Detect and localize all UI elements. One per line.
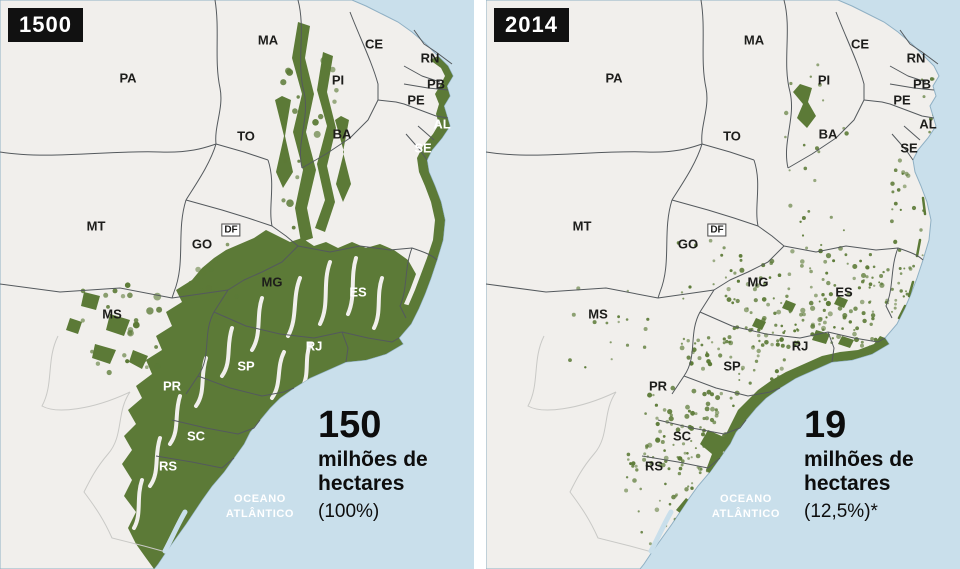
brazil-map-1500: [0, 0, 474, 569]
stat-value: 150: [318, 404, 382, 446]
ocean-label: OCEANO ATLÂNTICO: [210, 492, 310, 523]
stat-unit-line2: hectares: [804, 472, 891, 496]
stat-unit-line1: milhões de: [318, 447, 428, 471]
forest-cover-1500: [64, 20, 453, 569]
stat-percent: (12,5%)*: [804, 501, 878, 523]
ocean-label-line2: ATLÂNTICO: [711, 508, 781, 521]
year-badge: 1500: [8, 8, 83, 42]
stat-block-2014: 19 milhões de hectares (12,5%)*: [804, 406, 914, 523]
map-panel-1500: 1500 PA MA CE RN PB PE AL SE PI TO BA MT GO DF MG ES MS S…: [0, 0, 474, 569]
ocean-label-line2: ATLÂNTICO: [225, 508, 295, 521]
map-panel-2014: 2014 PA MA CE RN PB PE AL SE PI TO BA MT GO DF MG ES MS S…: [486, 0, 960, 569]
stat-block-1500: 150 milhões de hectares (100%): [318, 406, 428, 523]
year-badge: 2014: [494, 8, 569, 42]
forest-fragments: [568, 63, 935, 546]
brazil-map-2014: [486, 0, 960, 569]
ocean-label-line1: OCEANO: [720, 493, 772, 505]
stat-percent: (100%): [318, 501, 380, 523]
stat-unit-line2: hectares: [318, 472, 405, 496]
stat-unit: milhões de hectares: [804, 448, 914, 497]
stat-unit-line1: milhões de: [804, 447, 914, 471]
ocean-label: OCEANO ATLÂNTICO: [696, 492, 796, 523]
forest-fragments: [80, 56, 339, 376]
stat-unit: milhões de hectares: [318, 448, 428, 497]
stat-value: 19: [804, 404, 847, 446]
forest-cover-2014: [568, 63, 935, 546]
ocean-label-line1: OCEANO: [234, 493, 286, 505]
